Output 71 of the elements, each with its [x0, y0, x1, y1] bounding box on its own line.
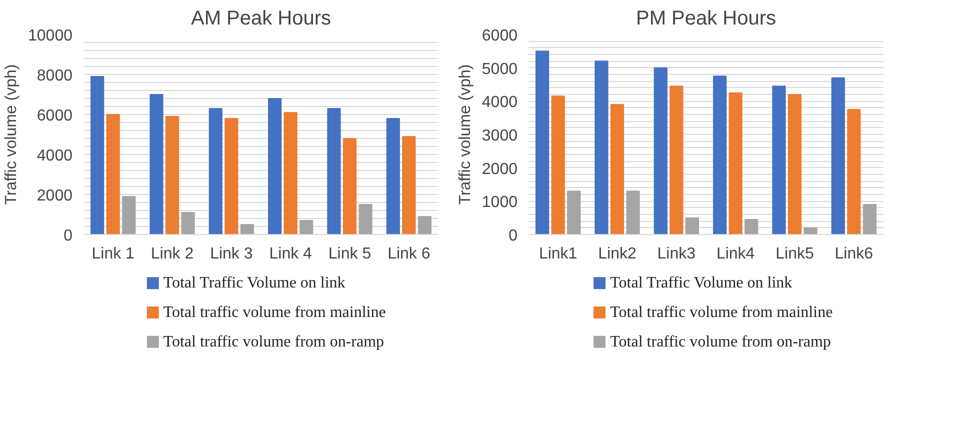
y-tick-label: 3000: [482, 128, 518, 144]
bar: [386, 118, 400, 234]
y-tick-label: 1000: [482, 194, 518, 212]
bar: [342, 138, 357, 234]
x-tick-label: Link 1: [92, 246, 135, 262]
legend-label: Total traffic volume from on-ramp: [610, 333, 831, 350]
bar: [847, 109, 861, 234]
x-tick-label: Link 3: [210, 246, 253, 262]
bar: [788, 94, 802, 234]
y-axis-title: Traffic volume (vph): [3, 64, 20, 205]
bar: [165, 116, 180, 234]
x-tick-label: Link1: [538, 246, 578, 262]
bar: [567, 190, 581, 234]
bar: [535, 50, 550, 234]
x-tick-label: Link 5: [328, 246, 372, 262]
legend-label: Total Traffic Volume on link: [610, 274, 792, 292]
legend-label: Total traffic volume from mainline: [163, 304, 386, 321]
x-tick-label: Link 2: [150, 246, 194, 262]
y-tick-label: 2000: [482, 160, 518, 178]
y-tick-label: 10000: [28, 28, 73, 44]
y-tick-label: 6000: [482, 28, 518, 44]
legend-label: Total traffic volume from mainline: [610, 304, 833, 321]
bar: [712, 76, 727, 234]
y-axis-title: Traffic volume (vph): [456, 64, 474, 205]
bar: [300, 220, 314, 234]
y-tick-label: 6000: [36, 108, 73, 124]
x-tick-label: Link4: [716, 246, 755, 262]
bar: [150, 94, 164, 234]
bar: [268, 98, 282, 234]
bar: [551, 96, 565, 234]
bar: [744, 219, 758, 234]
bar: [106, 114, 120, 234]
bar: [626, 190, 640, 234]
bar: [418, 216, 432, 234]
bar: [224, 118, 238, 234]
bar: [358, 204, 372, 234]
x-tick-label: Link2: [598, 246, 636, 262]
x-tick-label: Link5: [776, 246, 814, 262]
y-tick-label: 0: [64, 228, 73, 244]
x-tick-label: Link3: [657, 246, 696, 262]
bar: [831, 77, 845, 234]
y-tick-label: 8000: [36, 68, 73, 84]
chart-title: AM Peak Hours: [190, 8, 332, 30]
bar: [804, 227, 818, 234]
bar: [181, 212, 195, 234]
bar: [90, 76, 104, 234]
x-tick-label: Link6: [834, 246, 874, 262]
bar: [327, 108, 341, 234]
bar: [594, 60, 608, 234]
bar: [670, 86, 684, 234]
bar: [862, 204, 877, 234]
y-tick-label: 2000: [36, 188, 73, 204]
bar: [685, 217, 700, 234]
bar: [284, 112, 298, 234]
y-tick-label: 4000: [482, 94, 518, 112]
x-tick-label: Link 6: [388, 246, 430, 262]
bar: [772, 86, 786, 234]
bar: [610, 104, 624, 234]
bar: [122, 196, 136, 234]
y-tick-label: 5000: [482, 60, 518, 78]
bar: [208, 108, 222, 234]
y-tick-label: 4000: [36, 148, 73, 164]
bar: [654, 67, 668, 234]
x-tick-label: Link 4: [269, 246, 312, 262]
y-tick-label: 0: [508, 228, 518, 244]
chart-title: PM Peak Hours: [636, 8, 776, 30]
legend-label: Total Traffic Volume on link: [163, 274, 346, 292]
bar: [728, 92, 742, 234]
bar: [240, 224, 254, 234]
bar: [402, 136, 416, 234]
legend-label: Total traffic volume from on-ramp: [163, 333, 384, 350]
